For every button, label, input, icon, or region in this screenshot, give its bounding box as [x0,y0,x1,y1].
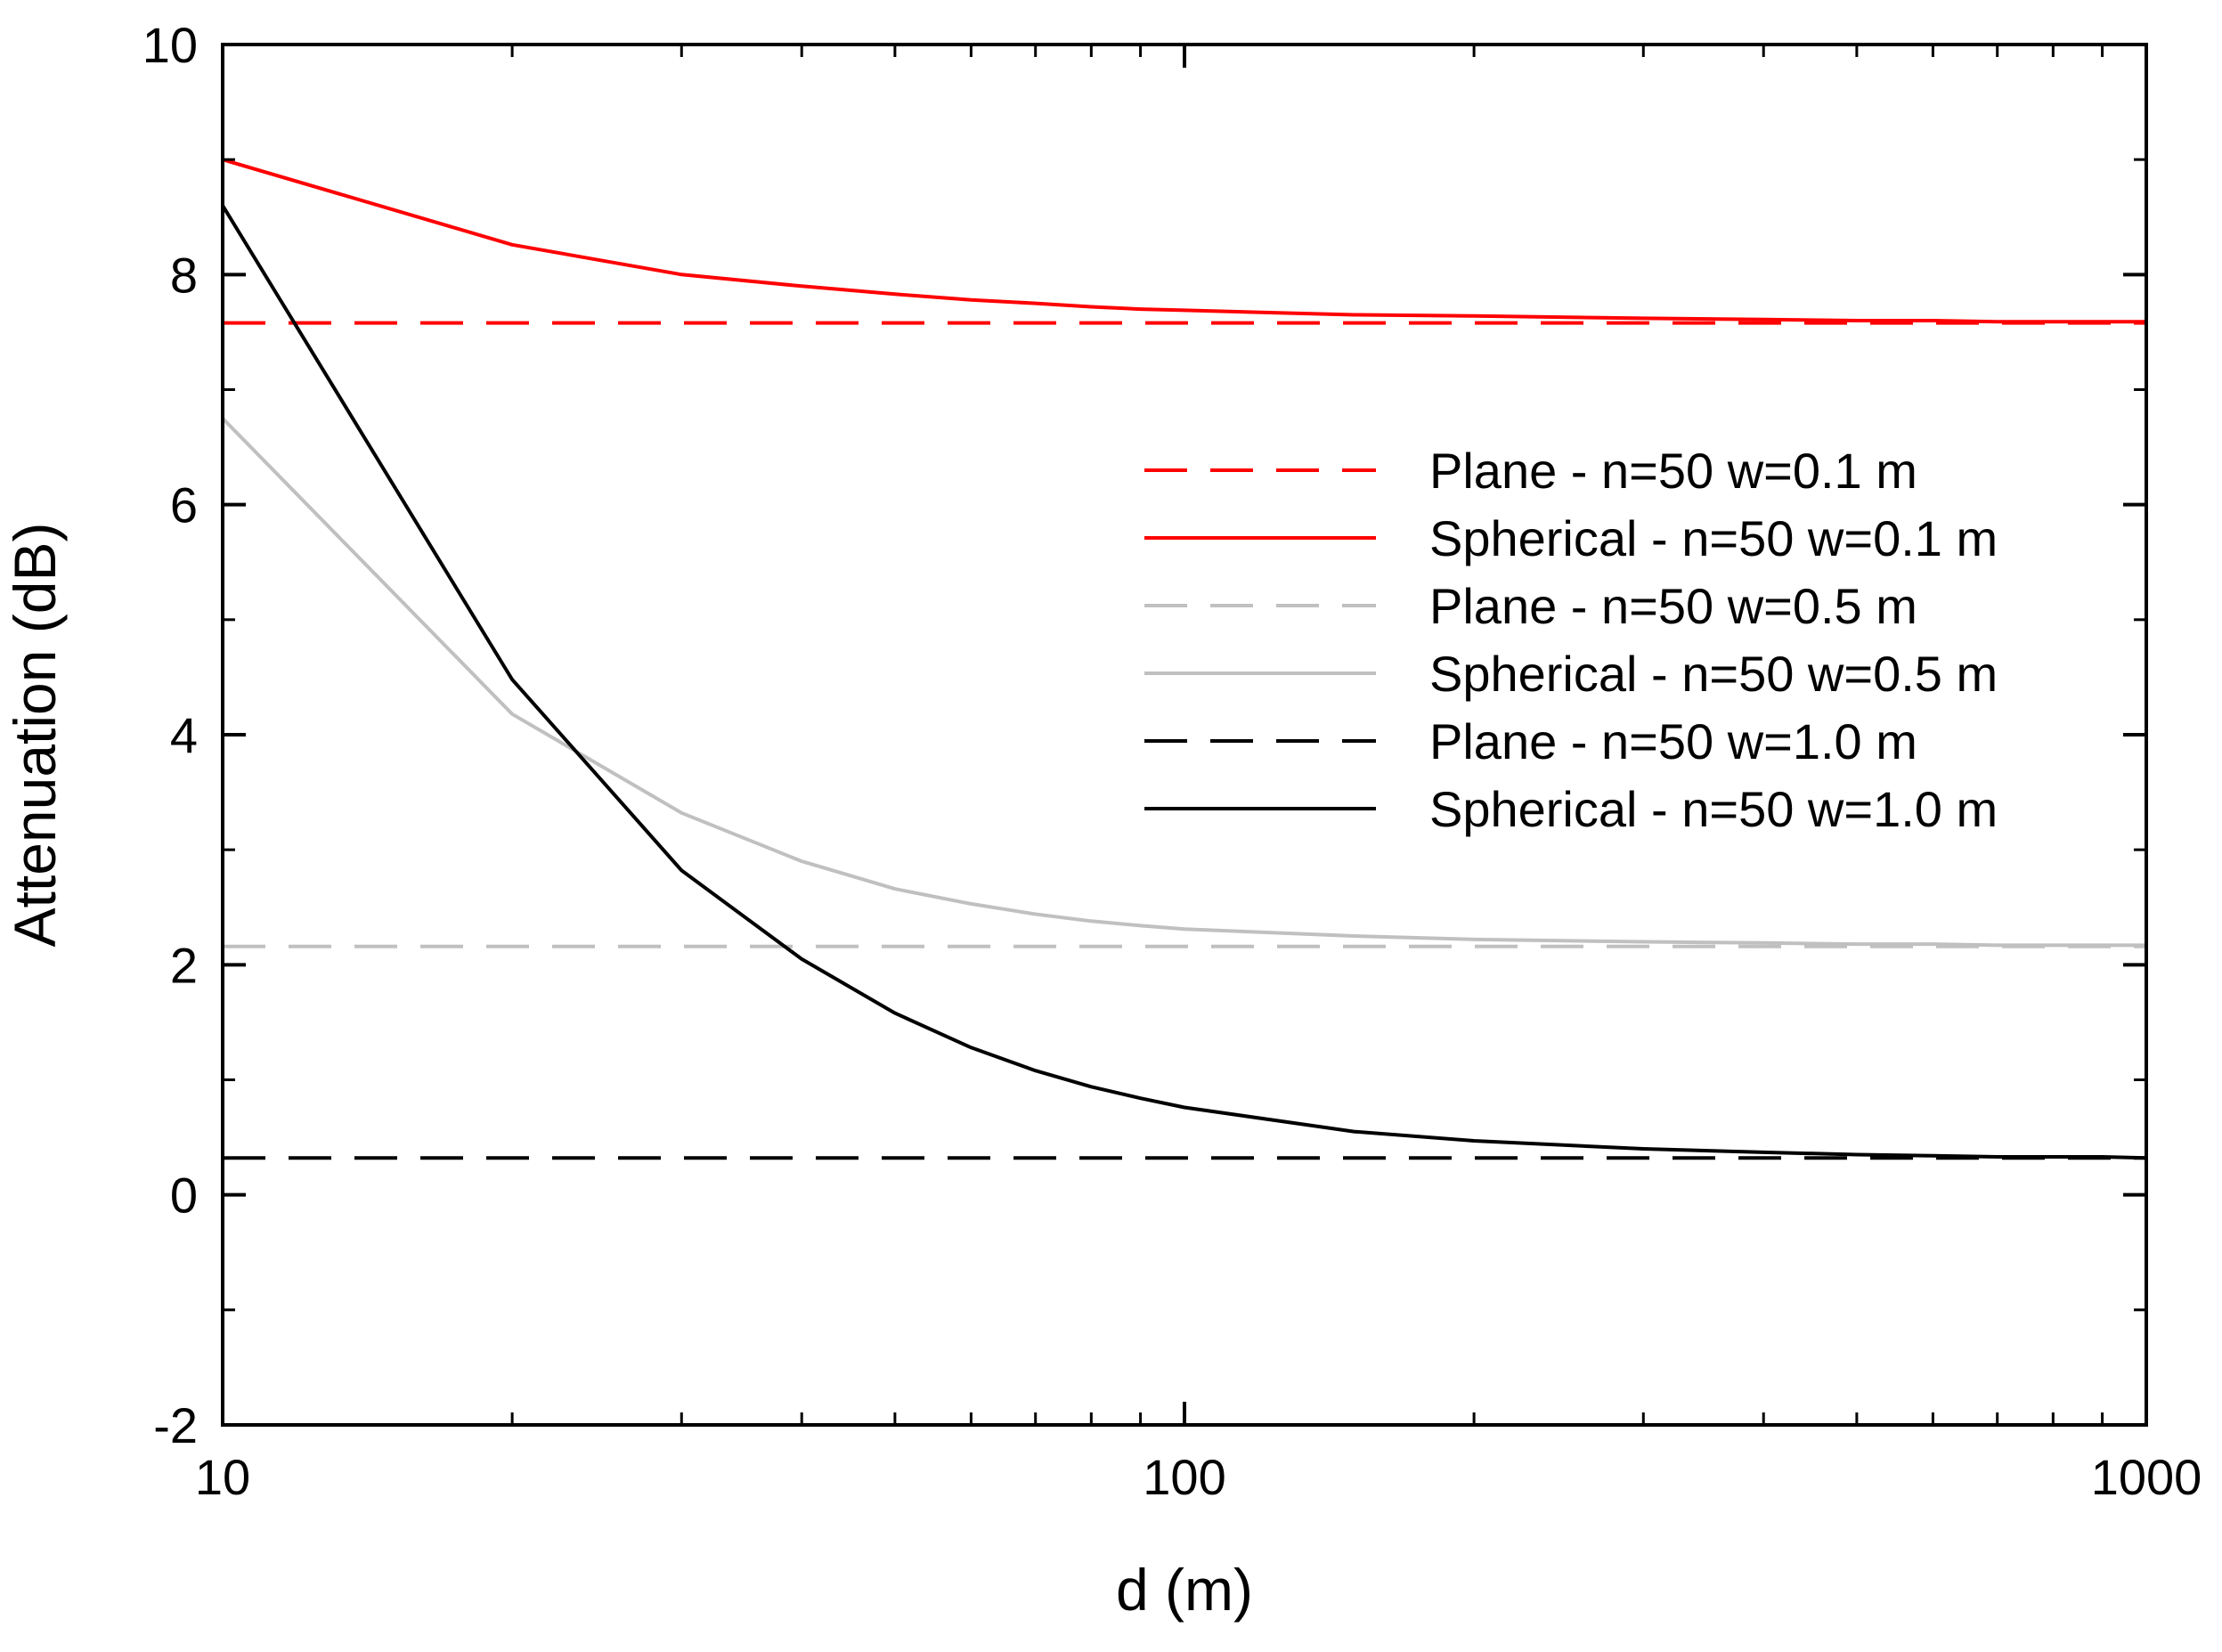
series-line-2 [222,158,2146,324]
y-tick-label: 10 [142,17,198,73]
series-line-6 [221,204,2147,1160]
legend-label-2: Spherical - n=50 w=0.1 m [1429,510,1998,566]
series-group [221,158,2147,1160]
y-tick-label: 0 [170,1168,198,1224]
legend-label-1: Plane - n=50 w=0.1 m [1429,443,1917,499]
x-tick-label: 1000 [2091,1449,2202,1505]
y-tick-label: 4 [170,707,198,763]
x-axis-title: d (m) [1116,1557,1253,1623]
series-line-4 [221,417,2146,948]
plot-frame [221,43,2148,1427]
y-axis-title: Attenuation (dB) [2,523,68,948]
legend-label-4: Spherical - n=50 w=0.5 m [1429,646,1998,702]
y-tick-label: 6 [170,477,198,533]
y-tick-label: -2 [153,1397,198,1453]
y-tick-label: 8 [170,247,198,303]
legend-label-6: Spherical - n=50 w=1.0 m [1429,781,1998,837]
legend: Plane - n=50 w=0.1 m Spherical - n=50 w=0… [1144,443,1998,837]
y-tick-label: 2 [170,937,198,993]
x-tick-label: 10 [195,1449,250,1505]
x-tick-label: 100 [1143,1449,1225,1505]
legend-label-3: Plane - n=50 w=0.5 m [1429,578,1917,634]
legend-label-5: Plane - n=50 w=1.0 m [1429,713,1917,769]
tick-labels-group: 10 100 1000 -2 0 2 4 6 8 10 [142,17,2202,1505]
